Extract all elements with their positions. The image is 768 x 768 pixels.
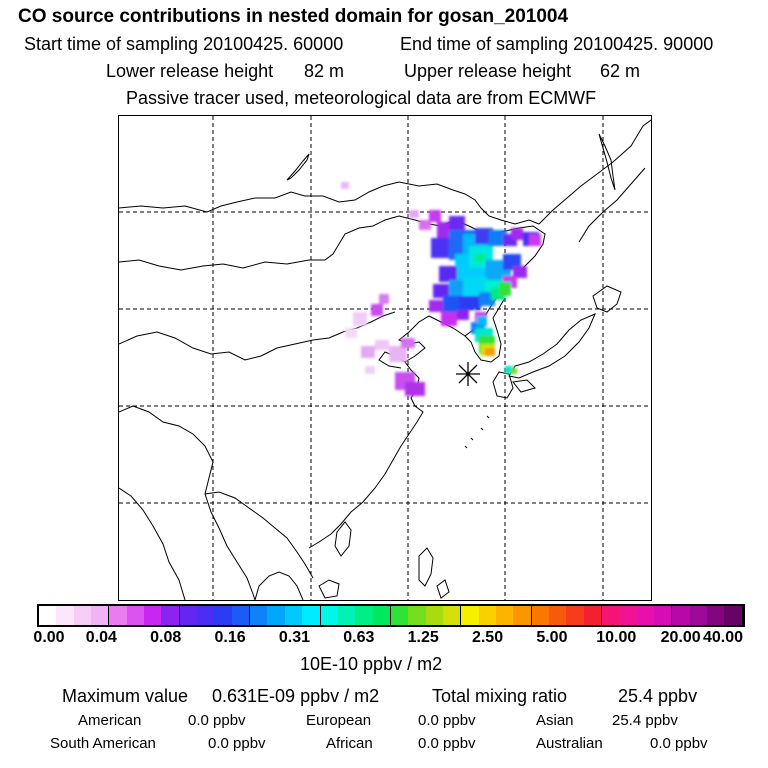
colorbar-tick-label: 0.00 <box>33 629 65 646</box>
start-time-label: Start time of sampling 20100425. 60000 <box>24 34 344 54</box>
colorbar-swatch <box>513 606 532 625</box>
asterisk-icon <box>456 362 480 386</box>
colorbar-swatch <box>161 606 180 625</box>
total-mixing-label: Total mixing ratio <box>432 686 568 706</box>
colorbar-swatch <box>126 606 145 625</box>
colorbar-swatch <box>320 606 338 625</box>
colorbar-swatch <box>707 606 725 625</box>
region-value: 0.0 ppbv <box>208 735 266 752</box>
region-value: 0.0 ppbv <box>418 735 476 752</box>
colorbar-swatch <box>337 606 356 625</box>
region-value: 0.0 ppbv <box>188 712 246 729</box>
upper-release-label: Upper release height <box>404 61 572 81</box>
region-name: Asian <box>536 712 574 729</box>
region-name: American <box>78 712 142 729</box>
colorbar-swatch <box>231 606 251 625</box>
lower-release-value: 82 m <box>304 61 345 81</box>
colorbar-tick-label: 0.04 <box>85 629 117 646</box>
colorbar-swatch <box>654 606 673 625</box>
colorbar-swatch <box>372 606 391 625</box>
colorbar-swatch <box>214 606 232 625</box>
colorbar-swatch <box>390 606 409 625</box>
colorbar-swatch <box>355 606 373 625</box>
colorbar-tick-label: 5.00 <box>536 629 568 646</box>
colorbar-swatch <box>495 606 514 625</box>
region-name: South American <box>50 735 156 752</box>
plot-title: CO source contributions in nested domain… <box>18 6 569 27</box>
colorbar-tick-label: 40.00 <box>702 629 744 646</box>
colorbar-swatch <box>566 606 584 625</box>
colorbar-swatch <box>442 606 462 625</box>
total-mixing-value: 25.4 ppbv <box>618 686 698 706</box>
colorbar-tick-label: 0.63 <box>343 629 375 646</box>
tracer-plume <box>341 182 541 396</box>
region-value: 25.4 ppbv <box>612 712 678 729</box>
colorbar-swatch <box>56 606 74 625</box>
region-value: 0.0 ppbv <box>418 712 476 729</box>
colorbar-tick-label: 2.50 <box>471 629 504 646</box>
colorbar-swatch <box>724 606 743 625</box>
colorbar-swatch <box>73 606 92 625</box>
colorbar-swatch <box>478 606 496 625</box>
tracer-note: Passive tracer used, meteorological data… <box>126 88 597 108</box>
max-value-label: Maximum value <box>62 686 189 706</box>
colorbar-swatch <box>179 606 198 625</box>
colorbar <box>37 604 745 627</box>
colorbar-swatch <box>302 606 321 625</box>
colorbar-tick-label: 0.16 <box>214 629 246 646</box>
colorbar-swatch <box>531 606 549 625</box>
colorbar-swatch <box>619 606 637 625</box>
colorbar-swatch <box>636 606 655 625</box>
lower-release-label: Lower release height <box>106 61 274 81</box>
map-panel <box>118 115 652 601</box>
colorbar-swatch <box>284 606 303 625</box>
colorbar-swatch <box>91 606 110 625</box>
colorbar-swatch <box>425 606 443 625</box>
colorbar-swatch <box>583 606 602 625</box>
region-name: Australian <box>536 735 603 752</box>
colorbar-swatch <box>689 606 708 625</box>
max-value: 0.631E-09 ppbv / m2 <box>212 686 380 706</box>
colorbar-swatch <box>197 606 215 625</box>
colorbar-swatch <box>672 606 690 625</box>
upper-release-value: 62 m <box>600 61 641 81</box>
colorbar-swatch <box>39 606 57 625</box>
colorbar-swatch <box>144 606 162 625</box>
colorbar-swatch <box>250 606 268 625</box>
region-value: 0.0 ppbv <box>650 735 708 752</box>
colorbar-swatch <box>267 606 285 625</box>
end-time-label: End time of sampling 20100425. 90000 <box>400 34 714 54</box>
colorbar-tick-label: 0.08 <box>150 629 182 646</box>
colorbar-tick-label: 1.25 <box>407 629 439 646</box>
region-name: African <box>326 735 373 752</box>
colorbar-swatch <box>461 606 479 625</box>
colorbar-unit: 10E-10 ppbv / m2 <box>300 654 443 674</box>
colorbar-tick-label: 20.00 <box>660 629 701 646</box>
colorbar-swatch <box>602 606 620 625</box>
region-name: European <box>306 712 372 729</box>
lat-lon-grid <box>119 116 651 600</box>
coastlines <box>118 119 652 601</box>
colorbar-tick-label: 10.00 <box>596 629 637 646</box>
map-canvas <box>118 116 652 601</box>
colorbar-swatch <box>548 606 567 625</box>
colorbar-swatch <box>408 606 426 625</box>
colorbar-tick-label: 0.31 <box>278 629 311 646</box>
colorbar-swatch <box>109 606 127 625</box>
